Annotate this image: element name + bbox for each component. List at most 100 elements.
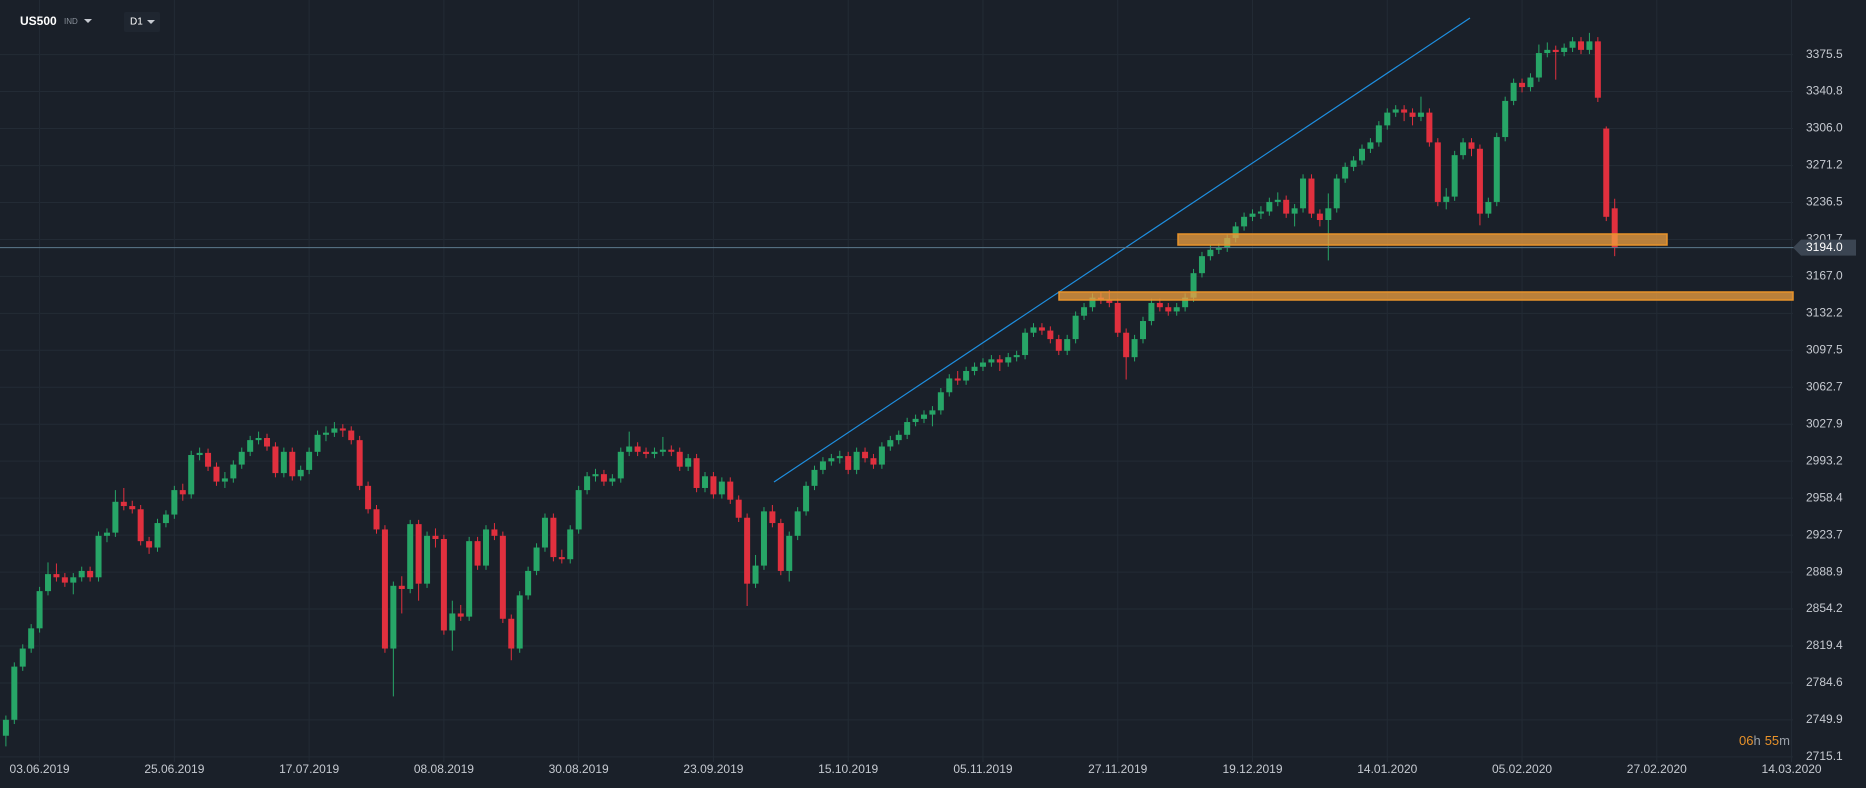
x-tick-label: 15.10.2019 [818,762,878,776]
candle-body [1561,47,1568,52]
candle-body [1603,128,1610,217]
candle-body [314,434,321,452]
countdown-minutes: 55 [1765,733,1779,748]
candle-body [1417,112,1424,117]
y-tick-label: 2958.4 [1806,490,1843,504]
candle-body [322,432,329,435]
candle-body [230,464,237,479]
candle-body [668,449,675,452]
candle-body [171,490,178,515]
candle-body [78,570,85,578]
candle-body [533,547,540,571]
candle-body [306,451,313,470]
candle-body [1106,299,1113,303]
y-tick-label: 3236.5 [1806,195,1843,209]
y-tick-label: 3340.8 [1806,84,1843,98]
candle-body [36,591,43,629]
candle-body [651,451,658,454]
y-tick-label: 2819.4 [1806,638,1843,652]
candle-body [1535,53,1542,78]
countdown-hours: 06 [1739,733,1753,748]
x-tick-label: 30.08.2019 [549,762,609,776]
candle-body [146,541,153,548]
candle-body [1081,307,1088,316]
y-tick-label: 2888.9 [1806,564,1843,578]
support-zone[interactable] [1177,233,1668,246]
toolbar: US500 IND D1 [20,12,160,32]
candle-body [196,452,203,456]
candle-body [769,511,776,524]
candle-body [221,478,228,482]
candle-body [365,485,372,510]
candle-body [1569,41,1576,48]
candle-body [499,535,506,619]
candle-body [1274,199,1281,202]
candle-body [971,366,978,372]
candle-body [483,529,490,566]
candle-body [1578,41,1585,50]
candle-body [1055,339,1062,351]
dropdown-arrow[interactable] [147,20,155,24]
candle-body [617,451,624,479]
candle-body [895,434,902,441]
candle-body [390,585,397,649]
candle-body [1485,201,1492,214]
x-tick-label: 14.01.2020 [1357,762,1417,776]
candle-body [213,466,220,482]
candle-body [1140,321,1147,340]
candle-body [356,440,363,486]
candle-body [794,511,801,536]
dropdown-arrow[interactable] [84,19,92,23]
candle-body [744,517,751,584]
candle-body [836,456,843,459]
candle-body [424,535,431,584]
candle-body [1510,82,1517,101]
candle-body [735,499,742,518]
candle-body [1426,112,1433,143]
candle-body [853,451,860,470]
countdown-unit: m [1779,733,1790,748]
candle-body [1030,327,1037,333]
interval[interactable]: D1 [130,17,143,28]
candle-body [120,501,127,507]
x-tick-label: 19.12.2019 [1222,762,1282,776]
candle-body [1316,213,1323,221]
candle-body [659,449,666,452]
candle-body [1611,208,1618,248]
candle-body [70,577,77,583]
candle-body [1375,125,1382,143]
candle-body [432,535,439,540]
y-tick-label: 3375.5 [1806,47,1843,61]
candle-body [777,523,784,571]
candle-body [676,451,683,467]
y-tick-label: 3027.9 [1806,416,1843,430]
candle-body [702,476,709,488]
candle-body [819,461,826,470]
candle-body [491,529,498,536]
candle-body [1409,112,1416,117]
candle-body [693,458,700,488]
candle-body [937,392,944,411]
candle-body [1173,307,1180,312]
candle-body [264,437,271,447]
candle-body [592,474,599,477]
candle-body [1519,82,1526,88]
trend-line[interactable] [773,17,1471,483]
symbol[interactable]: US500 [20,14,57,28]
support-zone[interactable] [1058,291,1794,301]
x-tick-label: 17.07.2019 [279,762,339,776]
y-tick-label: 3062.7 [1806,379,1843,393]
y-tick-label: 3132.2 [1806,306,1843,320]
grid [0,0,1793,762]
y-tick-label: 3097.5 [1806,342,1843,356]
countdown-unit: h [1753,733,1760,748]
x-tick-label: 08.08.2019 [414,762,474,776]
candle-body [331,428,338,433]
x-tick-label: 23.09.2019 [683,762,743,776]
candle-body [297,469,304,477]
candle-body [904,422,911,435]
countdown: 06h 55m [1739,733,1790,748]
candle-body [45,574,52,592]
candle-body [339,428,346,431]
interval-button[interactable] [124,12,160,32]
